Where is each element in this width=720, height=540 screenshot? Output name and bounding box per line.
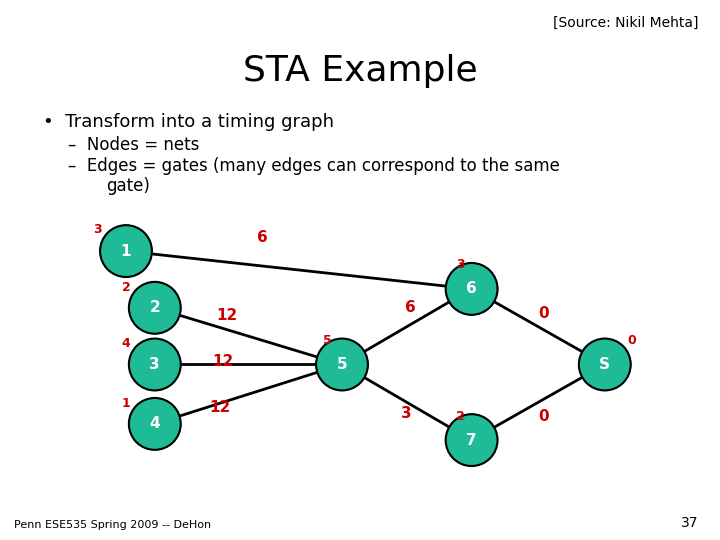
Text: 3: 3	[456, 258, 465, 271]
Text: 1: 1	[121, 244, 131, 259]
Ellipse shape	[316, 339, 368, 390]
Text: 0: 0	[539, 306, 549, 321]
Text: [Source: Nikil Mehta]: [Source: Nikil Mehta]	[553, 16, 698, 30]
Text: –  Edges = gates (many edges can correspond to the same: – Edges = gates (many edges can correspo…	[68, 157, 560, 174]
Ellipse shape	[129, 339, 181, 390]
Ellipse shape	[129, 282, 181, 334]
Text: 4: 4	[122, 338, 130, 350]
Text: 0: 0	[539, 409, 549, 424]
Text: 6: 6	[258, 230, 268, 245]
Ellipse shape	[579, 339, 631, 390]
Text: 6: 6	[405, 300, 415, 315]
Ellipse shape	[100, 225, 152, 277]
Text: •  Transform into a timing graph: • Transform into a timing graph	[43, 113, 334, 131]
Text: Penn ESE535 Spring 2009 -- DeHon: Penn ESE535 Spring 2009 -- DeHon	[14, 520, 212, 530]
Text: 2: 2	[122, 281, 130, 294]
Text: S: S	[599, 357, 611, 372]
Text: –  Nodes = nets: – Nodes = nets	[68, 136, 199, 154]
Text: 12: 12	[216, 308, 238, 323]
Text: gate): gate)	[107, 177, 150, 195]
Text: 3: 3	[402, 406, 412, 421]
Ellipse shape	[129, 398, 181, 450]
Text: 3: 3	[93, 223, 102, 236]
Text: 12: 12	[209, 400, 230, 415]
Text: 5: 5	[323, 334, 332, 347]
Text: 2: 2	[150, 300, 160, 315]
Text: 1: 1	[122, 397, 130, 410]
Text: 5: 5	[337, 357, 347, 372]
Text: 4: 4	[150, 416, 160, 431]
Text: STA Example: STA Example	[243, 54, 477, 88]
Ellipse shape	[446, 414, 498, 466]
Ellipse shape	[446, 263, 498, 315]
Text: 12: 12	[212, 354, 234, 369]
Text: 3: 3	[150, 357, 160, 372]
Text: 2: 2	[456, 410, 465, 423]
Text: 37: 37	[681, 516, 698, 530]
Text: 7: 7	[467, 433, 477, 448]
Text: 6: 6	[467, 281, 477, 296]
Text: 0: 0	[628, 334, 636, 347]
